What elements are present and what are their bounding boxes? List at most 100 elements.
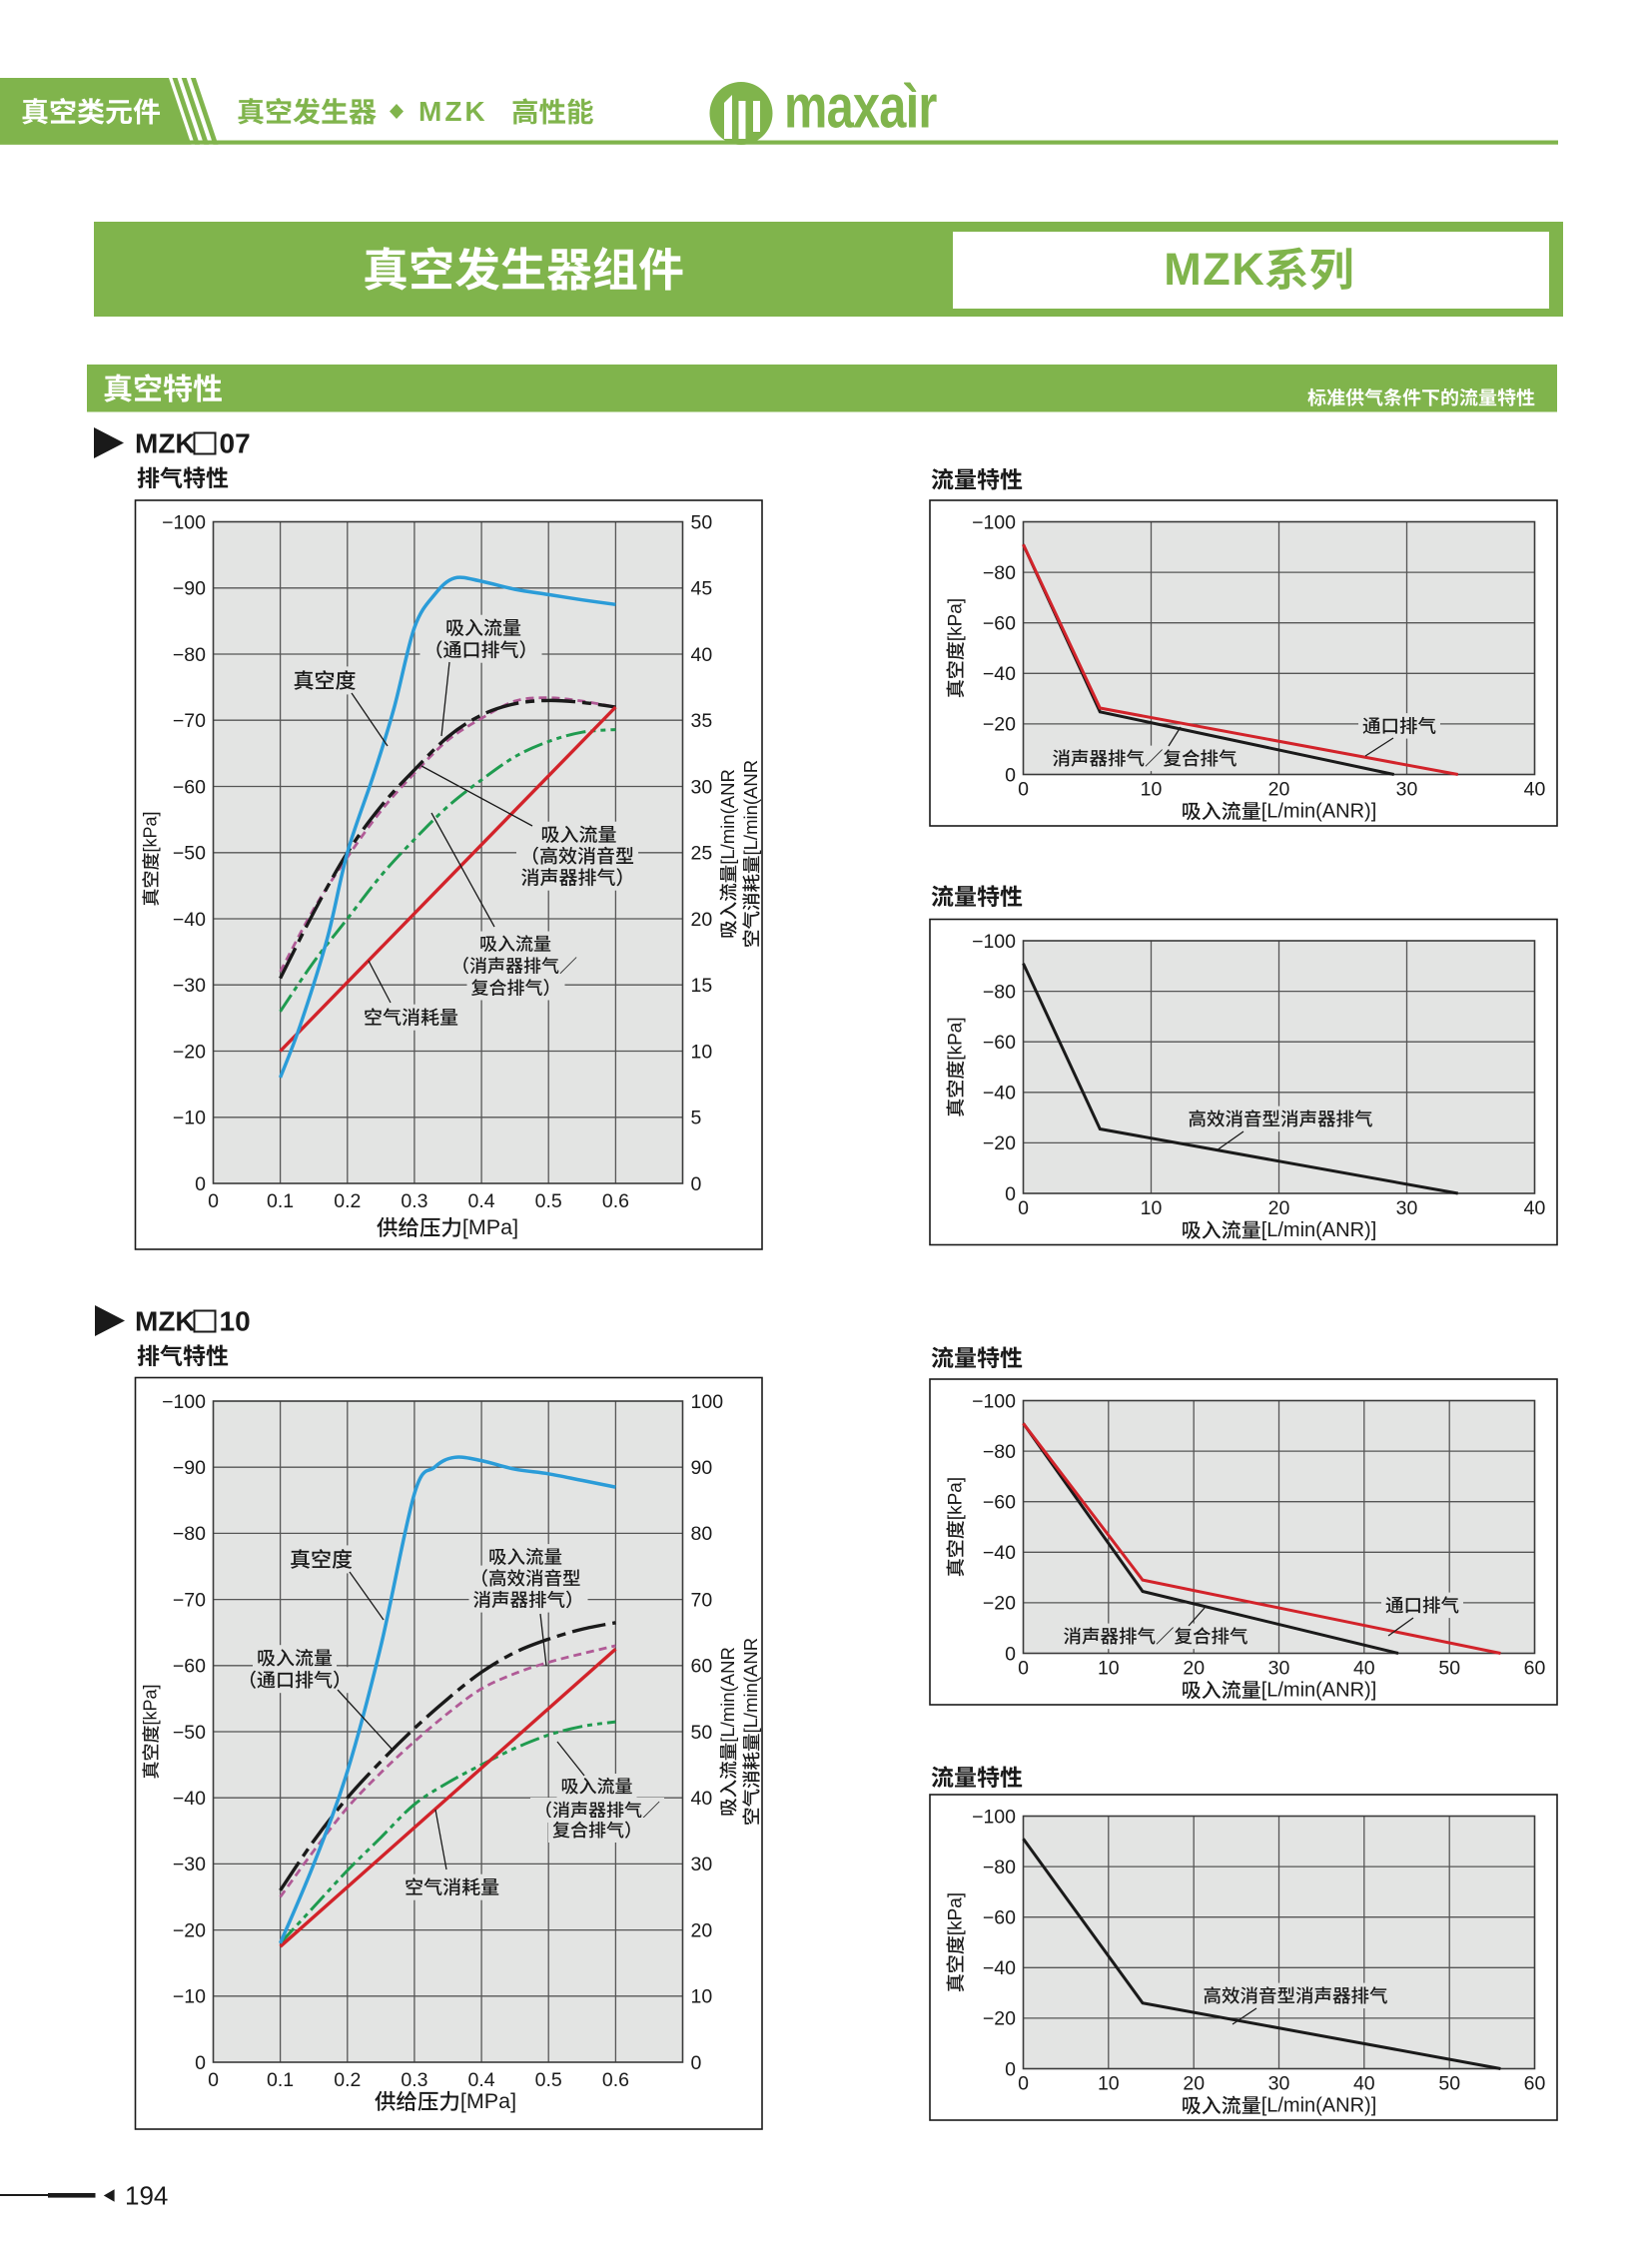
svg-text:80: 80	[691, 1523, 713, 1545]
svg-text:[L/min(ANR)]: [L/min(ANR)]	[1261, 1680, 1377, 1702]
svg-text:0: 0	[1018, 1197, 1029, 1219]
svg-text:0.3: 0.3	[401, 1190, 427, 1212]
svg-text:[MPa]: [MPa]	[462, 1215, 518, 1239]
svg-text:−100: −100	[162, 511, 206, 533]
svg-text:10: 10	[220, 1306, 251, 1337]
svg-text:40: 40	[691, 1788, 713, 1810]
svg-text:40: 40	[1524, 1197, 1546, 1219]
svg-text:−100: −100	[972, 1806, 1016, 1828]
svg-text:−80: −80	[983, 981, 1016, 1003]
svg-text:−80: −80	[173, 644, 206, 666]
svg-text:[kPa]: [kPa]	[141, 1684, 161, 1725]
svg-text:10: 10	[1141, 1197, 1163, 1219]
svg-text:0: 0	[1005, 1643, 1016, 1665]
svg-text:[kPa]: [kPa]	[141, 811, 161, 852]
svg-text:−20: −20	[173, 1919, 206, 1941]
svg-text:−80: −80	[173, 1523, 206, 1545]
svg-text:40: 40	[1353, 2073, 1375, 2095]
svg-text:−100: −100	[972, 931, 1016, 953]
svg-text:−100: −100	[162, 1391, 206, 1413]
svg-text:0.4: 0.4	[468, 2069, 495, 2091]
svg-text:−100: −100	[972, 1390, 1016, 1412]
svg-text:0: 0	[1005, 1183, 1016, 1205]
svg-text:100: 100	[691, 1391, 724, 1413]
svg-text:0: 0	[1018, 779, 1029, 801]
svg-text:70: 70	[691, 1589, 713, 1611]
svg-text:−60: −60	[983, 1492, 1016, 1514]
svg-text:−20: −20	[173, 1041, 206, 1063]
svg-text:MZK: MZK	[135, 428, 196, 459]
svg-text:−30: −30	[173, 975, 206, 997]
svg-text:0: 0	[208, 1190, 219, 1212]
svg-text:0: 0	[1005, 2058, 1016, 2080]
svg-text:0.5: 0.5	[535, 2069, 562, 2091]
svg-text:60: 60	[1524, 2073, 1546, 2095]
svg-text:15: 15	[691, 975, 713, 997]
svg-text:0.2: 0.2	[334, 2069, 361, 2091]
svg-text:−70: −70	[173, 710, 206, 732]
svg-text:−80: −80	[983, 562, 1016, 584]
svg-text:20: 20	[1268, 779, 1290, 801]
svg-text:0.1: 0.1	[267, 1190, 294, 1212]
svg-text:−40: −40	[983, 1542, 1016, 1564]
svg-text:−20: −20	[983, 1132, 1016, 1154]
svg-text:20: 20	[691, 909, 713, 931]
svg-text:30: 30	[691, 1854, 713, 1875]
svg-text:0: 0	[195, 2052, 206, 2074]
svg-text:30: 30	[1268, 2073, 1290, 2095]
svg-text:−40: −40	[173, 1788, 206, 1810]
svg-text:20: 20	[1183, 2073, 1205, 2095]
svg-text:5: 5	[691, 1108, 702, 1129]
svg-text:30: 30	[691, 776, 713, 798]
svg-text:40: 40	[1524, 779, 1546, 801]
svg-text:25: 25	[691, 843, 713, 865]
svg-text:0.2: 0.2	[334, 1190, 361, 1212]
svg-text:10: 10	[691, 1041, 713, 1063]
svg-text:194: 194	[125, 2181, 168, 2211]
svg-text:0.6: 0.6	[602, 2069, 629, 2091]
svg-text:MZK: MZK	[135, 1306, 196, 1337]
svg-text:20: 20	[1268, 1197, 1290, 1219]
svg-text:0.1: 0.1	[267, 2069, 294, 2091]
svg-text:90: 90	[691, 1457, 713, 1479]
svg-text:−40: −40	[173, 909, 206, 931]
svg-text:10: 10	[1141, 779, 1163, 801]
svg-text:0.4: 0.4	[468, 1190, 495, 1212]
svg-text:10: 10	[1098, 2073, 1120, 2095]
svg-text:50: 50	[1438, 1658, 1460, 1680]
svg-text:50: 50	[1438, 2073, 1460, 2095]
svg-text:−40: −40	[983, 1957, 1016, 1979]
svg-text:35: 35	[691, 710, 713, 732]
svg-text:0: 0	[1018, 2073, 1029, 2095]
svg-text:[kPa]: [kPa]	[946, 1892, 967, 1935]
svg-text:0: 0	[1018, 1658, 1029, 1680]
svg-text:[L/min(ANR)]: [L/min(ANR)]	[1261, 801, 1377, 823]
svg-text:60: 60	[691, 1656, 713, 1678]
svg-text:0: 0	[1005, 764, 1016, 786]
svg-text:−50: −50	[173, 843, 206, 865]
svg-text:10: 10	[691, 1986, 713, 2008]
svg-text:30: 30	[1396, 779, 1418, 801]
svg-text:07: 07	[220, 428, 251, 459]
svg-text:[L/min(ANR: [L/min(ANR	[740, 760, 761, 856]
svg-text:50: 50	[691, 511, 713, 533]
svg-text:−80: −80	[983, 1857, 1016, 1878]
svg-text:30: 30	[1396, 1197, 1418, 1219]
svg-text:−40: −40	[983, 1083, 1016, 1105]
svg-text:0: 0	[691, 2052, 702, 2074]
svg-text:−100: −100	[972, 511, 1016, 533]
svg-text:45: 45	[691, 578, 713, 600]
svg-text:10: 10	[1098, 1658, 1120, 1680]
svg-text:60: 60	[1524, 1658, 1546, 1680]
svg-text:[L/min(ANR)]: [L/min(ANR)]	[1261, 2095, 1377, 2117]
svg-text:MZK: MZK	[418, 96, 488, 127]
svg-text:−20: −20	[983, 1593, 1016, 1615]
svg-text:−10: −10	[173, 1108, 206, 1129]
svg-text:[L/min(ANR: [L/min(ANR	[717, 1647, 738, 1743]
svg-text:[L/min(ANR: [L/min(ANR	[717, 769, 738, 865]
svg-text:0.3: 0.3	[401, 2069, 427, 2091]
svg-text:−50: −50	[173, 1722, 206, 1744]
svg-text:50: 50	[691, 1722, 713, 1744]
svg-text:−60: −60	[983, 1032, 1016, 1054]
svg-text:30: 30	[1268, 1658, 1290, 1680]
